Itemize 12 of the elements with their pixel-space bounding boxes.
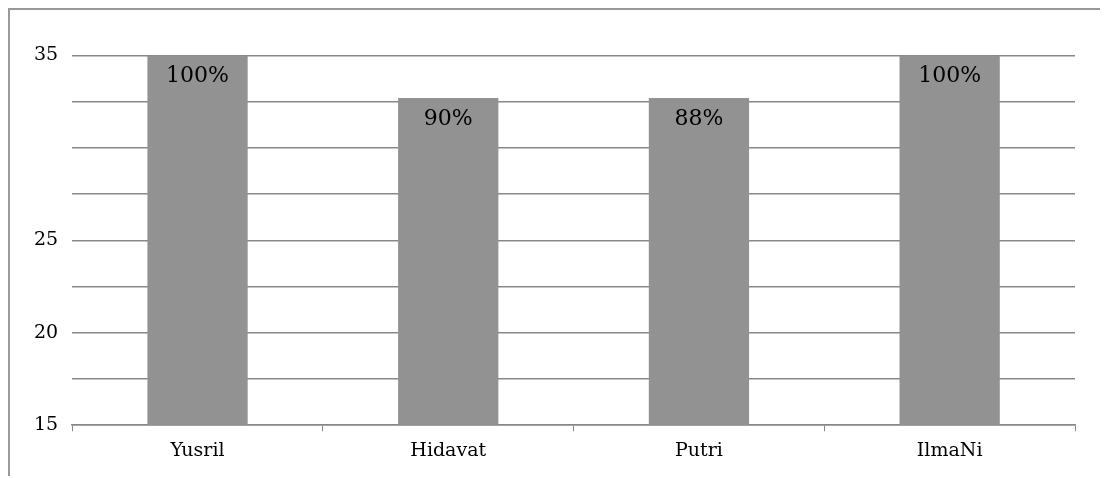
y-tick-label: 20 [33,319,59,342]
y-tick-label: 15 [33,412,59,435]
y-tick-label: 25 [33,227,59,250]
annotation: 88% [674,104,724,130]
annotation: 90% [423,104,473,130]
y-tick-label: 35 [33,42,59,65]
x-tick-label: Yusril [169,437,225,460]
x-tick-label: IlmaNi [916,437,983,460]
annotation: 100% [166,62,229,88]
annotation: 100% [918,62,982,88]
x-tick-label: Hidavat [410,437,487,460]
x-tick-label: Putri [675,437,723,460]
